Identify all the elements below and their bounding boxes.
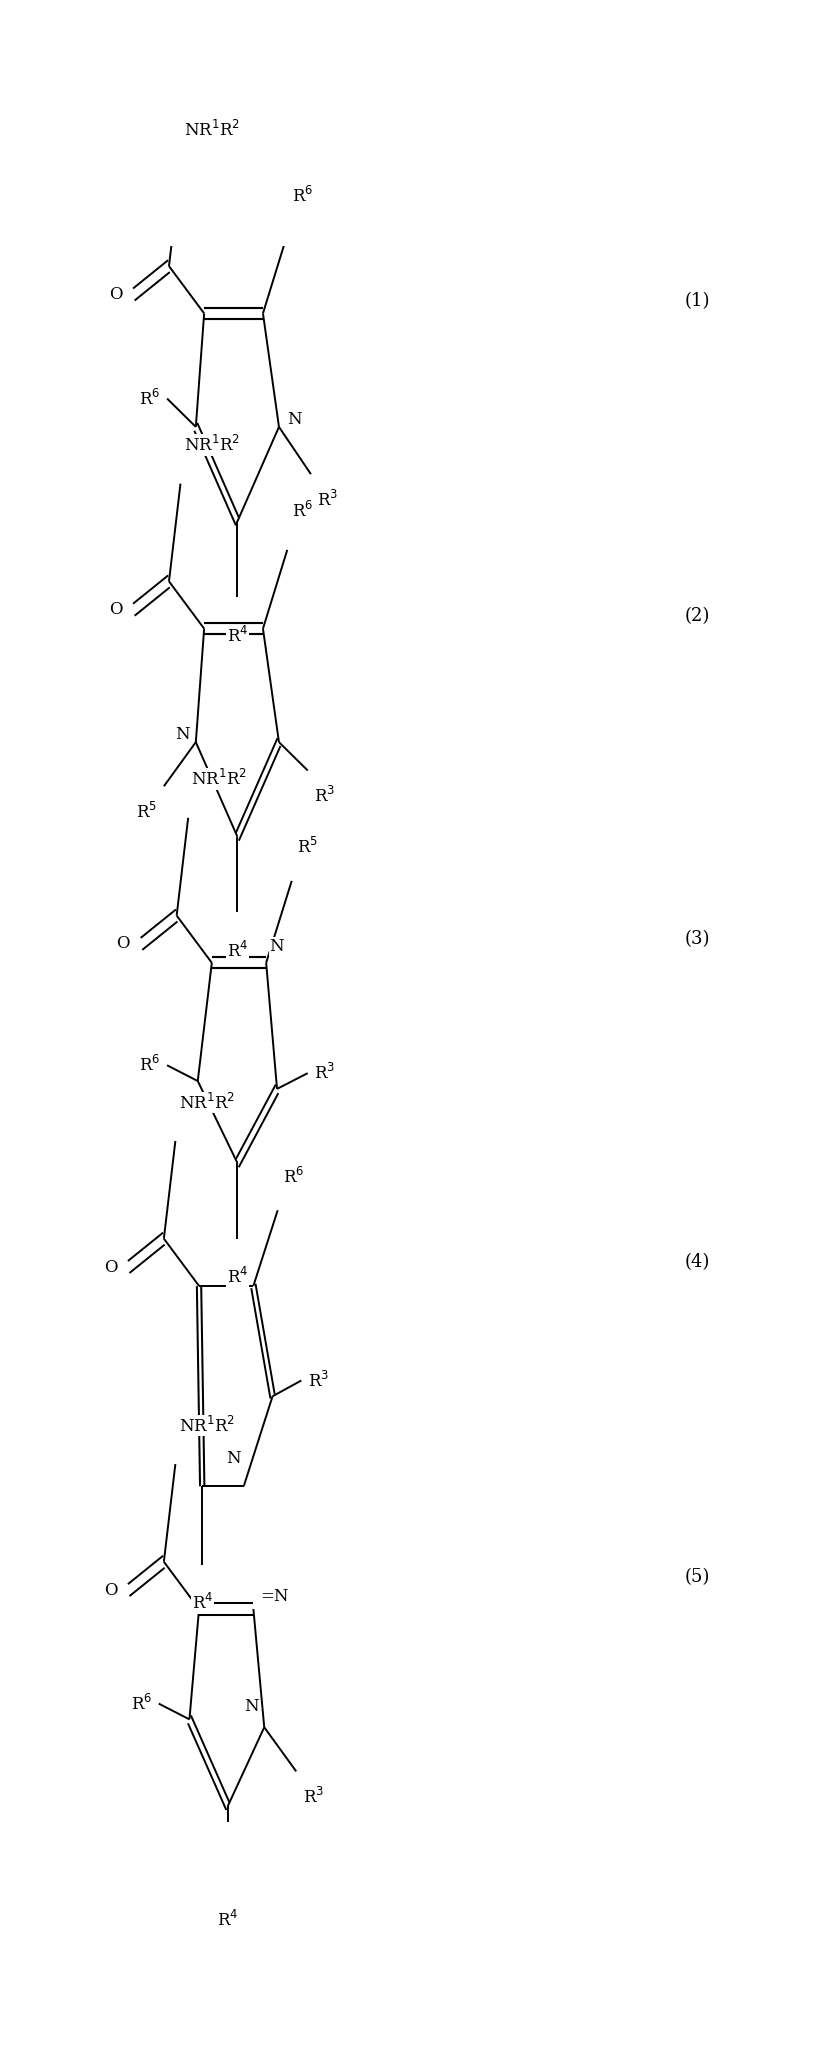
Text: R$^4$: R$^4$ <box>227 942 248 960</box>
Text: R$^4$: R$^4$ <box>191 1593 213 1613</box>
Text: NR$^1$R$^2$: NR$^1$R$^2$ <box>184 121 240 139</box>
Text: R$^5$: R$^5$ <box>297 837 318 858</box>
Text: =N: =N <box>260 1588 288 1605</box>
Text: R$^6$: R$^6$ <box>292 502 314 522</box>
Text: O: O <box>116 935 130 952</box>
Text: NR$^1$R$^2$: NR$^1$R$^2$ <box>178 1093 234 1114</box>
Text: R$^4$: R$^4$ <box>227 626 248 645</box>
Text: R$^6$: R$^6$ <box>139 389 161 409</box>
Text: R$^3$: R$^3$ <box>314 786 335 807</box>
Text: R$^3$: R$^3$ <box>303 1787 323 1808</box>
Text: O: O <box>109 602 122 618</box>
Text: R$^4$: R$^4$ <box>227 1267 248 1288</box>
Text: N: N <box>269 938 284 954</box>
Text: (5): (5) <box>685 1568 710 1586</box>
Text: (2): (2) <box>685 608 710 624</box>
Text: N: N <box>175 727 190 743</box>
Text: R$^3$: R$^3$ <box>314 1062 335 1083</box>
Text: NR$^1$R$^2$: NR$^1$R$^2$ <box>178 1417 234 1435</box>
Text: R$^3$: R$^3$ <box>318 489 338 510</box>
Text: R$^4$: R$^4$ <box>217 1910 238 1930</box>
Text: R$^3$: R$^3$ <box>308 1369 329 1390</box>
Text: R$^6$: R$^6$ <box>292 186 314 207</box>
Text: O: O <box>104 1259 117 1275</box>
Text: R$^6$: R$^6$ <box>139 1054 161 1075</box>
Text: R$^6$: R$^6$ <box>283 1167 304 1187</box>
Text: N: N <box>244 1697 259 1715</box>
Text: N: N <box>226 1449 241 1468</box>
Text: O: O <box>109 287 122 303</box>
Text: (1): (1) <box>685 293 710 309</box>
Text: R$^6$: R$^6$ <box>131 1693 153 1713</box>
Text: N: N <box>286 411 301 428</box>
Text: (3): (3) <box>685 929 710 948</box>
Text: NR$^1$R$^2$: NR$^1$R$^2$ <box>191 770 248 790</box>
Text: R$^5$: R$^5$ <box>136 802 158 823</box>
Text: O: O <box>104 1582 117 1599</box>
Text: NR$^1$R$^2$: NR$^1$R$^2$ <box>184 436 240 454</box>
Text: (4): (4) <box>685 1253 710 1271</box>
